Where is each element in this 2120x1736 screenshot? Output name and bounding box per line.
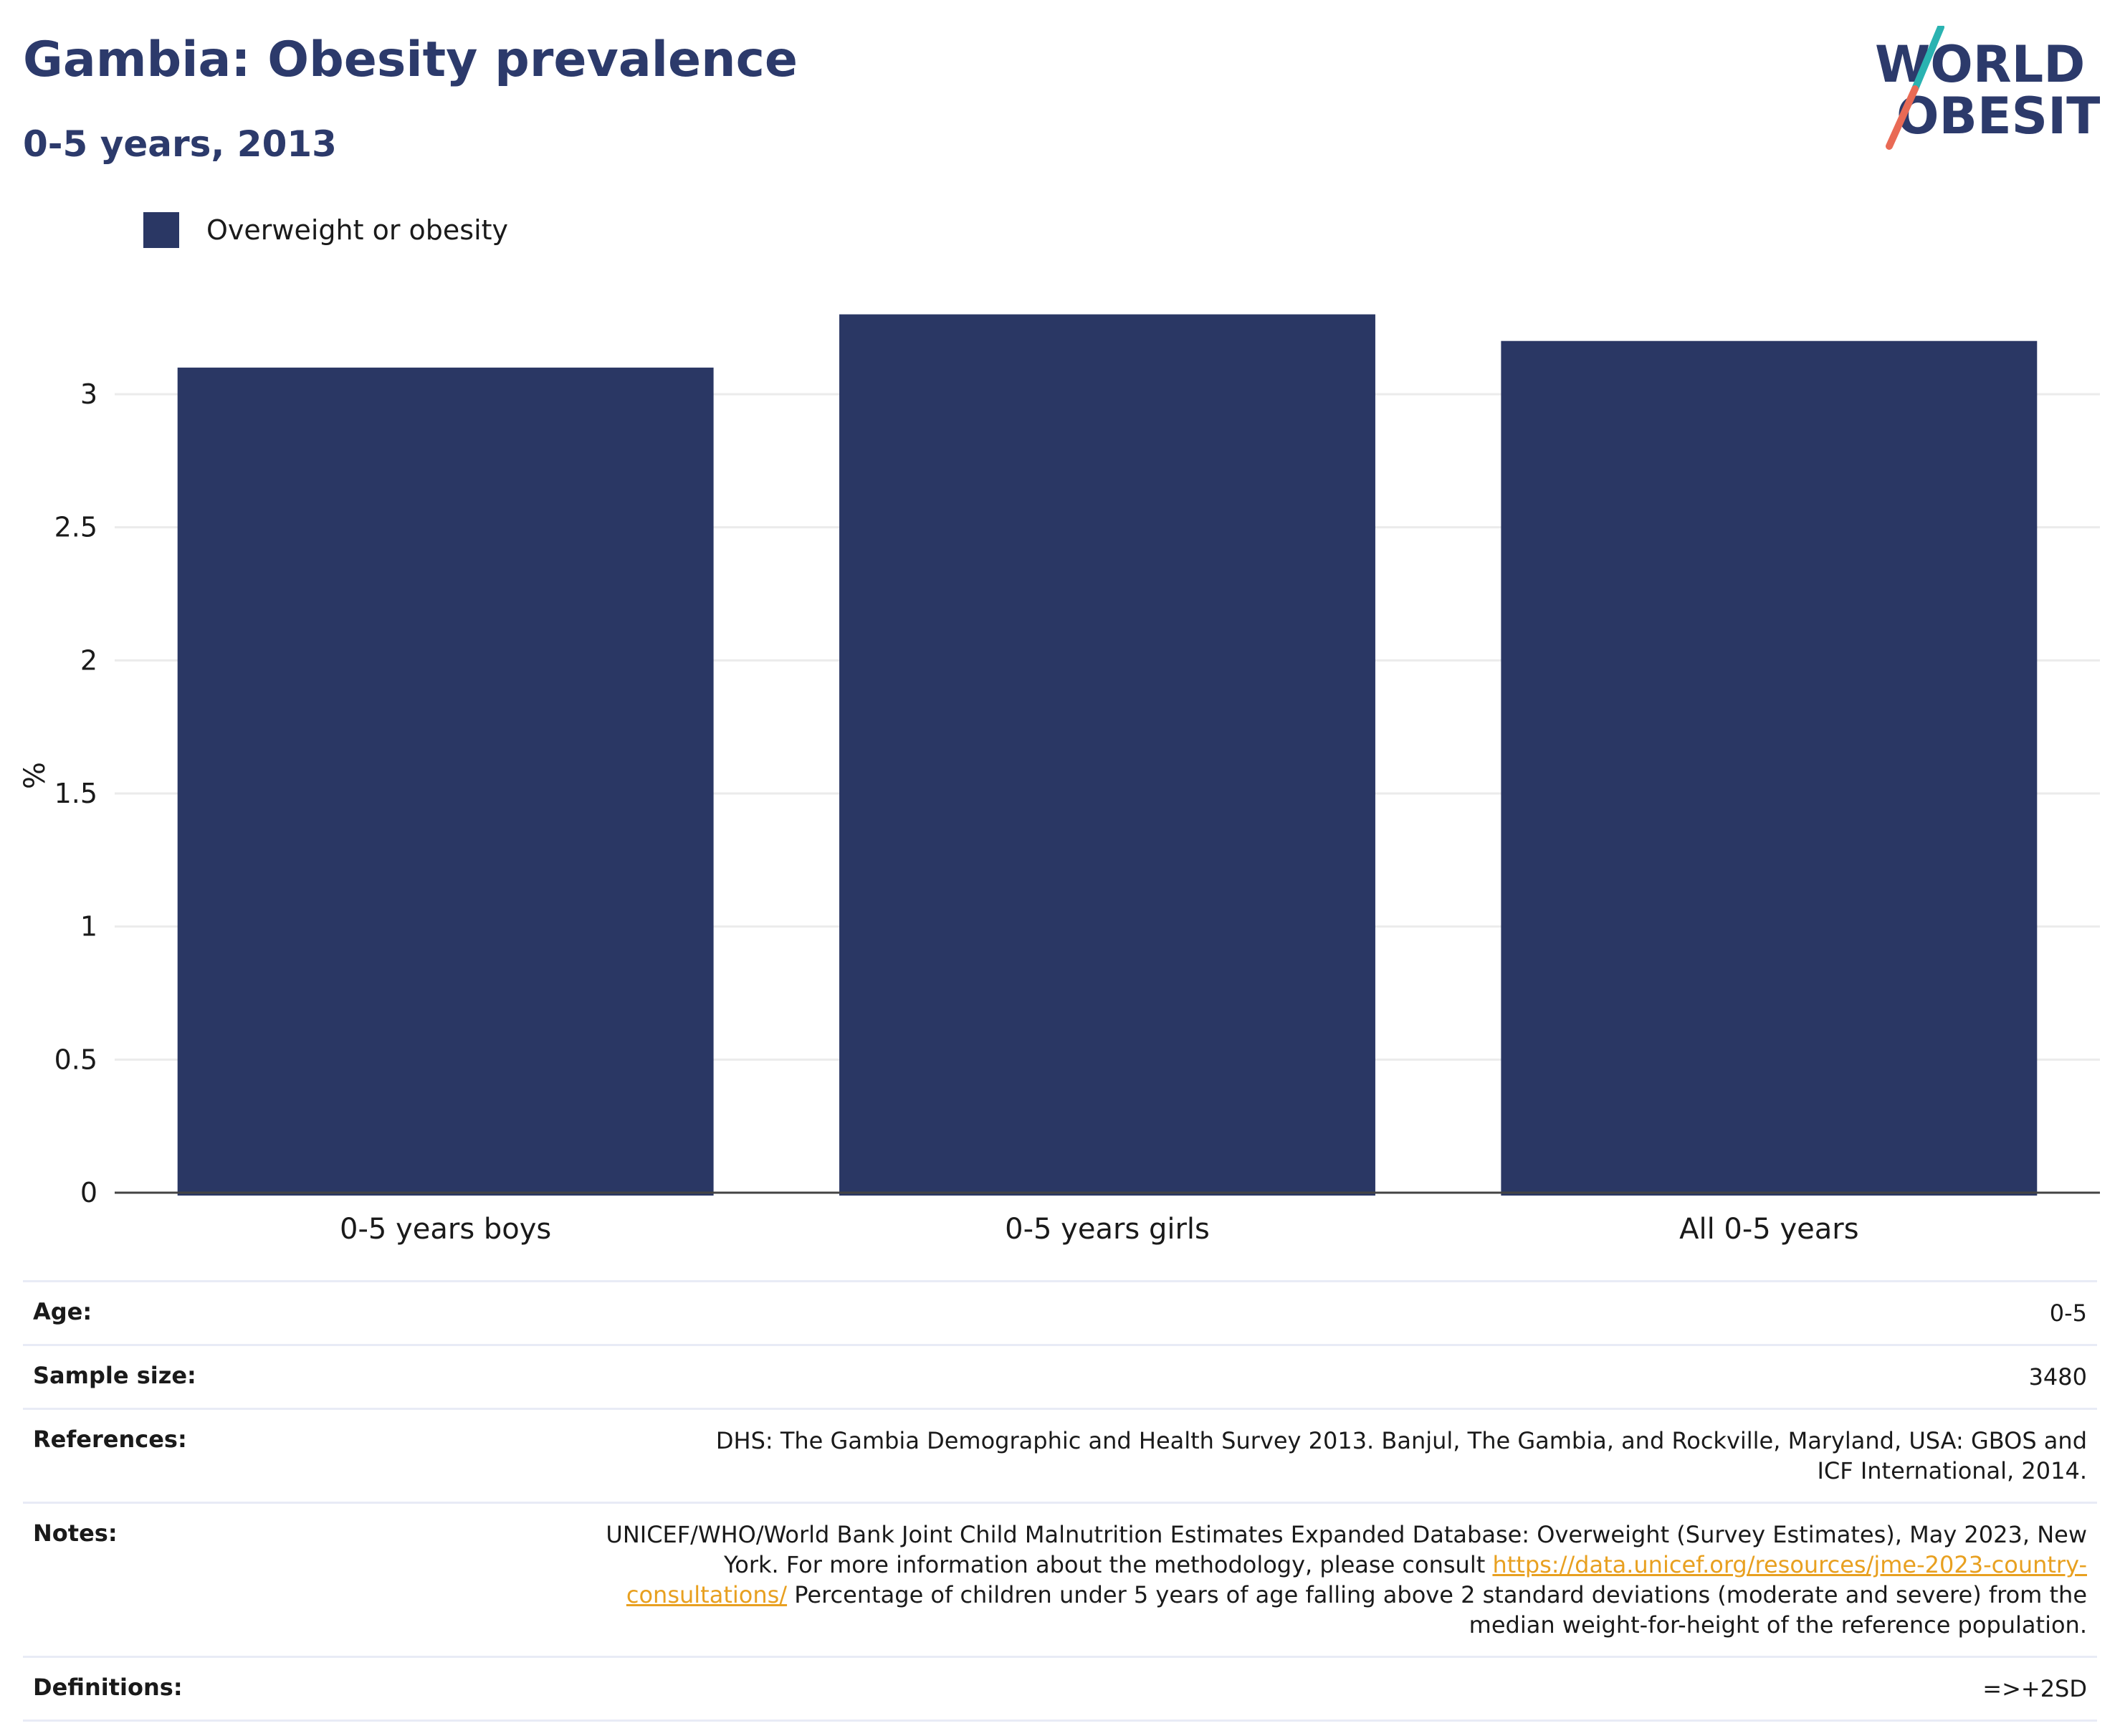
y-tick-label: 1.5 [54,778,97,809]
info-row-references: References: DHS: The Gambia Demographic … [23,1408,2097,1502]
definitions-label: Definitions: [33,1674,183,1701]
age-label: Age: [33,1298,92,1325]
age-value: 0-5 [2049,1299,2087,1327]
y-axis-label: % [19,762,52,789]
chart-legend: Overweight or obesity [143,212,508,248]
notes-value: UNICEF/WHO/World Bank Joint Child Malnut… [582,1520,2087,1640]
y-tick-label: 0.5 [54,1044,97,1075]
info-row-notes: Notes: UNICEF/WHO/World Bank Joint Child… [23,1502,2097,1656]
bar-chart: 0 0.5 1 1.5 2 2.5 3 0-5 years boys 0-5 years gir… [19,314,2100,1246]
y-tick-label: 0 [80,1177,97,1208]
page-subtitle: 0-5 years, 2013 [23,123,337,165]
notes-text: UNICEF/WHO/World Bank Joint Child Malnut… [606,1521,2087,1578]
y-tick-label: 3 [80,378,97,410]
info-table: Age: 0-5 Sample size: 3480 References: D… [23,1280,2097,1722]
bars [177,314,2038,1196]
legend-swatch[interactable] [143,212,179,248]
info-row-definitions: Definitions: =>+2SD [23,1656,2097,1722]
bar[interactable] [177,367,714,1196]
x-tick-label: 0-5 years boys [340,1213,551,1246]
logo-slash-top [1911,26,1944,92]
legend-label[interactable]: Overweight or obesity [206,214,509,246]
y-tick-label: 2.5 [54,512,97,543]
x-tick-label: 0-5 years girls [1005,1213,1210,1246]
bar[interactable] [839,314,1375,1196]
logo-text-world: WORLD [1875,35,2085,94]
sample-size-value: 3480 [2028,1363,2087,1391]
axes: 0 0.5 1 1.5 2 2.5 3 0-5 years boys 0-5 years gir… [54,378,2100,1246]
page-title: Gambia: Obesity prevalence [23,32,798,88]
notes-label: Notes: [33,1520,118,1547]
references-label: References: [33,1426,187,1453]
bar[interactable] [1501,340,2038,1196]
notes-definition-text: Percentage of children under 5 years of … [794,1581,2087,1639]
logo-text-obesity: OBESITY [1896,87,2100,146]
y-tick-label: 2 [80,644,97,676]
definitions-value: =>+2SD [1982,1675,2087,1702]
y-tick-label: 1 [80,911,97,943]
info-row-sample-size: Sample size: 3480 [23,1344,2097,1408]
sample-size-label: Sample size: [33,1362,196,1389]
x-tick-label: All 0-5 years [1679,1213,1858,1246]
info-row-age: Age: 0-5 [23,1280,2097,1344]
references-value: DHS: The Gambia Demographic and Health S… [715,1427,2087,1484]
notes-link[interactable]: https://data.unicef.org/resources/jme-20… [626,1551,2087,1608]
logo-slash-bottom [1886,85,1919,150]
world-obesity-logo[interactable]: WORLD OBESITY [1863,26,2100,155]
